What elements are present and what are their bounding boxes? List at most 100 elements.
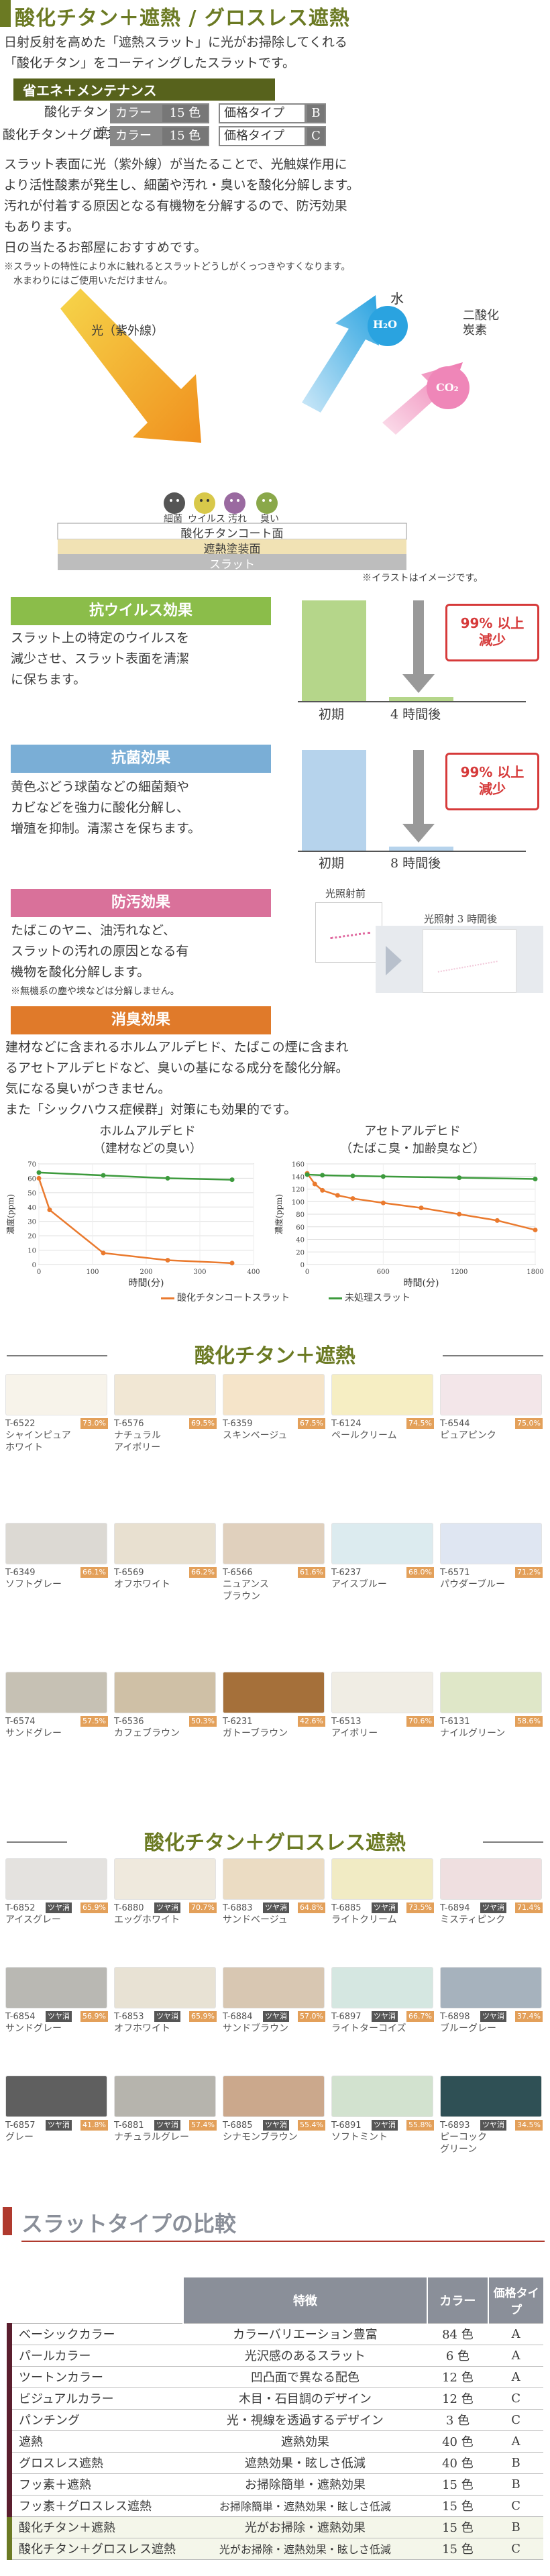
x-label: 4 時間後 [390,707,441,722]
x-tick-label: 0 [37,1269,41,1276]
color-name: ブラウン [223,1591,260,1602]
reflectance-badge: 75.0% [515,1418,543,1429]
matte-badge: ツヤ消 [46,2011,72,2022]
y-tick-label: 0 [300,1262,305,1269]
data-point [494,1218,500,1223]
matte-badge: ツヤ消 [480,1902,506,1913]
y-tick-label: 120 [292,1187,305,1194]
divider [7,1841,67,1843]
color-swatch[interactable] [440,1374,542,1415]
color-swatch[interactable] [331,1523,433,1564]
down-arrow [413,750,424,824]
color-swatch[interactable] [223,2076,325,2117]
divider [21,2241,545,2242]
color-code: T-6536 [114,1717,144,1727]
intro-text: 日射反射を高めた「遮熱スラット」に光がお掃除してくれる 「酸化チタン」をコーティ… [4,32,547,74]
row-feature: 遮熱効果 [183,2430,427,2453]
series-line [38,1171,233,1181]
color-swatch[interactable] [5,1858,107,1900]
color-swatch[interactable] [223,1858,325,1900]
color-code: T-6522 [5,1419,36,1429]
data-point [457,1212,462,1217]
row-color: 15 色 [427,2516,489,2538]
color-name: ピュアピンク [440,1430,496,1441]
legend-label: 酸化チタンコートスラット [177,1293,290,1303]
matte-badge: ツヤ消 [154,2011,180,2022]
color-swatch[interactable] [223,1523,325,1564]
row-feature: 光がお掃除・遮熱効果・眩しさ低減 [183,2538,427,2560]
row-price: A [488,2323,543,2345]
color-swatch[interactable] [223,1967,325,2008]
legend-label: 未処理スラット [345,1293,410,1303]
color-swatch[interactable] [440,1523,542,1564]
row-price: A [488,2345,543,2367]
color-code: T-6897 [331,2012,362,2022]
color-swatch[interactable] [114,1672,216,1713]
color-swatch[interactable] [440,2076,542,2117]
color-name: オフホワイト [114,2023,170,2034]
row-feature: 木目・石目調のデザイン [183,2387,427,2410]
color-name: カフェブラウン [114,1728,180,1739]
germ-bacteria-icon [164,492,185,514]
color-code: T-6513 [331,1717,362,1727]
color-code: T-6885 [223,2121,253,2131]
chart2-title: アセトアルデヒド （たばこ臭・加齢臭など） [340,1124,485,1156]
intro-line: 「酸化チタン」をコーティングしたスラットです。 [4,56,295,70]
data-point [47,1208,52,1213]
color-swatch[interactable] [440,1967,542,2008]
y-tick-label: 0 [32,1262,36,1269]
price-key-pill: 価格タイプ [219,126,306,146]
antibacterial-bar-after [389,847,453,851]
row-name: 酸化チタン＋遮熱 [6,2516,184,2538]
antivirus-text: スラット上の特定のウイルスを 減少させ、スラット表面を清潔 に保ちます。 [11,631,190,687]
row-price: B [488,2452,543,2474]
color-swatch[interactable] [114,2076,216,2117]
color-code: T-6359 [223,1419,253,1429]
y-tick-label: 10 [28,1248,36,1255]
x-tick-label: 200 [140,1269,152,1276]
reflectance-badge: 66.2% [189,1567,217,1578]
antifouling-label: 防汚効果 [11,889,271,917]
germ-odor-icon [256,492,278,514]
color-swatch[interactable] [114,1858,216,1900]
row-name: フッ素＋遮熱 [6,2473,184,2496]
reflectance-badge: 73.5% [406,1902,434,1913]
data-point [101,1173,106,1178]
color-swatch[interactable] [331,1967,433,2008]
color-code: T-6891 [331,2121,362,2131]
color-swatch[interactable] [114,1523,216,1564]
row-price: C [488,2495,543,2517]
color-swatch[interactable] [5,1374,107,1415]
color-swatch[interactable] [5,1672,107,1713]
color-swatch[interactable] [223,1672,325,1713]
color-code: T-6124 [331,1419,362,1429]
color-swatch[interactable] [331,1672,433,1713]
color-swatch[interactable] [440,1858,542,1900]
color-swatch[interactable] [114,1374,216,1415]
intro-line: 日射反射を高めた「遮熱スラット」に光がお掃除してくれる [4,35,347,50]
x-label: 初期 [319,856,345,871]
reflectance-badge: 64.8% [298,1902,325,1913]
color-code: T-6898 [440,2012,470,2022]
light-label: 光（紫外線） [91,324,164,338]
color-swatch[interactable] [331,1858,433,1900]
compare-title: スラットタイプの比較 [21,2211,237,2237]
color-swatch[interactable] [331,1374,433,1415]
color-name: スキンベージュ [223,1430,288,1441]
row-color: 6 色 [427,2345,489,2367]
color-swatch[interactable] [331,2076,433,2117]
color-swatch[interactable] [5,2076,107,2117]
color-code: T-6571 [440,1568,470,1578]
layer-label: 遮熱塗装面 [203,543,261,556]
color-swatch[interactable] [440,1672,542,1713]
color-code: T-6576 [114,1419,144,1429]
color-swatch[interactable] [114,1967,216,2008]
color-code: T-6569 [114,1568,144,1578]
color-swatch[interactable] [5,1523,107,1564]
color-swatch[interactable] [5,1967,107,2008]
color-swatch[interactable] [223,1374,325,1415]
